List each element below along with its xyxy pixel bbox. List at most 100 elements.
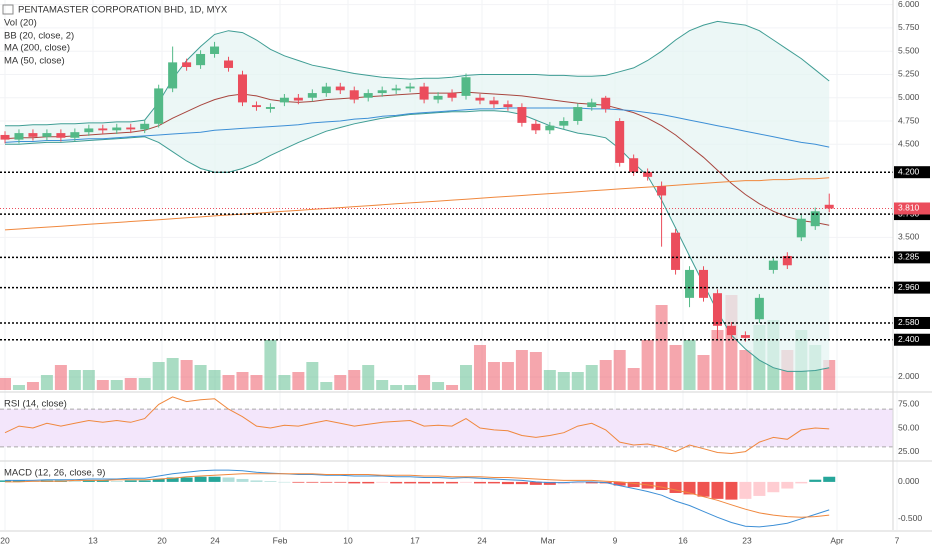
bollinger-lower	[5, 110, 830, 372]
volume-bar	[152, 362, 165, 390]
macd-histogram-bar	[432, 481, 445, 484]
candle-body	[824, 204, 834, 209]
macd-histogram-bar	[627, 481, 640, 488]
volume-bar	[655, 305, 668, 390]
macd-histogram-bar	[404, 481, 417, 484]
macd-histogram-bar	[222, 477, 235, 482]
volume-bar	[418, 375, 431, 390]
macd-histogram-bar	[152, 478, 165, 482]
chart-title: PENTAMASTER CORPORATION BHD, 1D, MYX	[18, 5, 228, 16]
volume-bar	[390, 385, 403, 390]
volume-bar	[515, 350, 528, 390]
candle-body	[587, 102, 597, 108]
bollinger-fill	[5, 21, 830, 372]
volume-bar	[585, 365, 598, 390]
volume-bar	[334, 375, 347, 390]
x-tick-label: Mar	[541, 535, 556, 545]
candle-body	[726, 325, 736, 336]
volume-bar	[180, 360, 193, 390]
volume-bar	[166, 358, 179, 390]
candle-body	[545, 125, 555, 131]
candle-body	[335, 86, 345, 91]
volume-bar	[501, 362, 514, 390]
candle-body	[712, 293, 722, 326]
macd-histogram-bar	[264, 481, 277, 482]
candle-body	[517, 107, 527, 123]
volume-bar	[96, 380, 109, 390]
moving-average	[4, 107, 830, 148]
candle-body	[112, 127, 122, 131]
macd-histogram-bar	[795, 481, 808, 484]
volume-bar	[208, 370, 221, 390]
macd-histogram-bar	[166, 477, 179, 482]
candle-body	[810, 211, 820, 227]
volume-bar	[278, 375, 291, 390]
macd-histogram-bar	[376, 481, 389, 483]
level-label-box	[894, 251, 930, 264]
macd-histogram-bar	[138, 480, 151, 482]
x-tick-label: 16	[678, 535, 688, 545]
volume-bar	[487, 362, 500, 390]
volume-bar	[110, 380, 123, 390]
candle-body	[265, 107, 275, 109]
macd-histogram-bar	[334, 481, 347, 483]
volume-bar	[473, 345, 486, 390]
volume-bar	[460, 365, 473, 390]
volume-bar	[138, 378, 151, 390]
volume-bar	[348, 370, 361, 390]
y-tick-label: 3.500	[898, 232, 920, 242]
macd-histogram-bar	[12, 480, 25, 482]
level-label-box	[894, 281, 930, 294]
legend-entry: MA (50, close)	[4, 56, 65, 67]
y-tick-label: 50.00	[898, 422, 920, 432]
volume-bar	[292, 372, 305, 390]
x-tick-label: 23	[742, 535, 752, 545]
candle-body	[531, 123, 541, 131]
volume-bar	[376, 380, 389, 390]
macd-histogram-bar	[725, 481, 738, 500]
macd-histogram-bar	[208, 476, 221, 482]
rsi-title: RSI (14, close)	[4, 399, 67, 410]
symbol-icon	[2, 4, 14, 15]
macd-histogram-bar	[767, 481, 780, 493]
candle-body	[210, 46, 220, 54]
macd-histogram-bar	[487, 481, 500, 484]
macd-histogram-bar	[68, 481, 81, 482]
y-tick-label: 4.500	[898, 139, 920, 149]
macd-histogram-bar	[655, 481, 668, 491]
level-label-box	[894, 333, 930, 346]
x-tick-label: 17	[410, 535, 420, 545]
candle-body	[307, 93, 317, 98]
macd-histogram-bar	[418, 481, 431, 484]
candle-body	[433, 95, 443, 100]
volume-bar	[124, 378, 137, 390]
candle-body	[182, 62, 192, 68]
candle-body	[671, 232, 681, 270]
candle-body	[56, 133, 66, 138]
rsi-line	[4, 396, 830, 455]
candle-body	[475, 97, 485, 101]
macd-histogram-bar	[571, 481, 584, 484]
macd-histogram-bar	[0, 480, 11, 482]
volume-bar	[627, 368, 640, 390]
x-tick-label: 13	[88, 535, 98, 545]
level-label-box	[894, 316, 930, 329]
candle-body	[279, 97, 289, 103]
candle-body	[126, 127, 136, 130]
level-label: 2.400	[898, 334, 920, 344]
candle-body	[489, 100, 499, 105]
candle-body	[237, 74, 247, 103]
candle-body	[559, 121, 569, 126]
y-tick-label: 5.750	[898, 22, 920, 32]
y-tick-label: 75.00	[898, 399, 920, 409]
bollinger-upper	[5, 20, 830, 127]
y-tick-label: 25.00	[898, 446, 920, 456]
macd-histogram-bar	[753, 481, 766, 496]
candle-body	[405, 86, 415, 89]
level-label: 3.285	[898, 252, 920, 262]
candle-body	[796, 218, 806, 238]
candle-body	[419, 86, 429, 100]
volume-bar	[739, 350, 752, 390]
macd-histogram-bar	[110, 481, 123, 482]
